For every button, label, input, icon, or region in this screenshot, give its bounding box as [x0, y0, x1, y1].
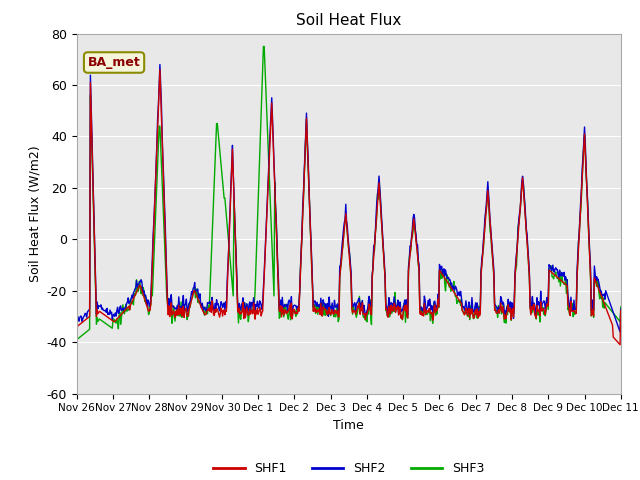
Title: Soil Heat Flux: Soil Heat Flux: [296, 13, 401, 28]
Line: SHF1: SHF1: [77, 70, 640, 345]
SHF1: [299, 212, 307, 218]
Line: SHF3: SHF3: [77, 47, 640, 339]
SHF2: [428, 307, 435, 312]
SHF3: [260, 44, 268, 49]
SHF3: [73, 336, 81, 342]
SHF1: [156, 67, 164, 72]
X-axis label: Time: Time: [333, 419, 364, 432]
SHF2: [248, 300, 256, 305]
SHF2: [616, 329, 624, 335]
SHF3: [277, 302, 285, 308]
SHF2: [141, 293, 148, 299]
Legend: SHF1, SHF2, SHF3: SHF1, SHF2, SHF3: [209, 457, 489, 480]
SHF3: [248, 308, 255, 314]
SHF3: [428, 310, 435, 315]
SHF2: [299, 204, 307, 210]
SHF1: [73, 324, 81, 330]
SHF2: [460, 304, 467, 310]
SHF1: [141, 297, 148, 302]
SHF1: [460, 309, 467, 315]
SHF3: [460, 311, 467, 316]
SHF2: [277, 297, 285, 303]
SHF1: [616, 342, 624, 348]
Line: SHF2: SHF2: [77, 64, 640, 332]
SHF1: [277, 303, 285, 309]
Y-axis label: Soil Heat Flux (W/m2): Soil Heat Flux (W/m2): [28, 145, 41, 282]
SHF3: [141, 299, 148, 304]
SHF2: [156, 61, 164, 67]
SHF3: [299, 211, 307, 216]
SHF1: [248, 308, 256, 314]
SHF2: [73, 320, 81, 326]
SHF1: [428, 311, 435, 316]
Text: BA_met: BA_met: [88, 56, 140, 69]
